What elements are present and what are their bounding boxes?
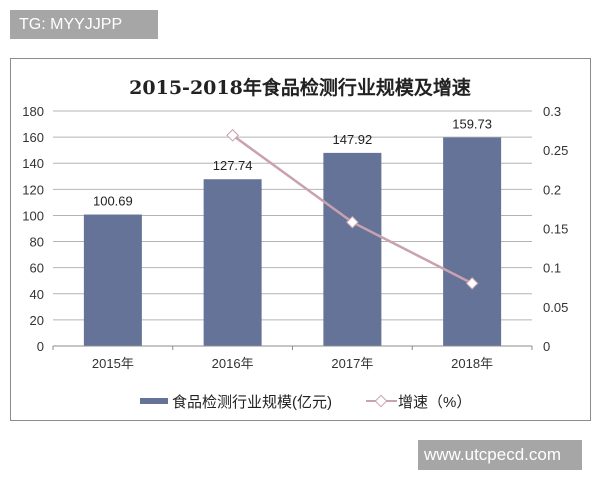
watermark-top: TG: MYYJJPP [10,10,158,39]
left-tick-label: 140 [22,156,44,171]
left-tick-label: 160 [22,130,44,145]
line-series [226,128,479,290]
legend-bar-label: 食品检测行业规模(亿元) [172,394,332,411]
left-tick-label: 0 [37,339,44,354]
right-tick-label: 0.25 [543,143,568,158]
right-tick-label: 0.1 [543,261,561,276]
diamond-marker-icon [226,128,239,142]
right-tick-label: 0.05 [543,300,568,315]
right-axis: 0 0.05 0.1 0.15 0.2 0.25 0.3 [543,104,568,354]
diamond-marker-icon [465,276,479,290]
bar [323,152,382,346]
bar [203,179,262,346]
right-tick-label: 0.15 [543,222,568,237]
right-tick-label: 0.3 [543,104,561,119]
x-tick-label: 2017年 [331,356,373,371]
right-tick-label: 0 [543,339,550,354]
diamond-marker-icon [346,215,359,229]
right-tick-label: 0.2 [543,182,561,197]
left-tick-label: 180 [22,104,44,119]
bar-data-label: 147.92 [332,132,372,147]
left-tick-label: 80 [30,235,44,250]
x-tick-label: 2018年 [451,356,493,371]
chart-title: 2015-2018年食品检测行业规模及增速 [129,76,471,99]
left-tick-label: 60 [30,261,44,276]
x-axis: 2015年 2016年 2017年 2018年 [52,345,533,371]
left-tick-label: 100 [22,208,44,223]
bar-series: 100.69 127.74 147.92 159.73 [83,116,502,346]
legend-line-label: 增速（%） [398,394,471,411]
left-tick-label: 20 [30,313,44,328]
left-axis: 0 20 40 60 80 100 120 140 160 180 [22,104,44,354]
bar-data-label: 159.73 [452,116,492,131]
x-tick-label: 2015年 [92,356,134,371]
watermark-bottom: www.utcpecd.com [418,440,582,470]
bar [443,137,502,346]
legend: 食品检测行业规模(亿元) 增速（%） [140,394,471,411]
bar-data-label: 100.69 [93,194,133,209]
left-tick-label: 40 [30,287,44,302]
x-tick-label: 2016年 [212,356,254,371]
diamond-marker-icon [374,394,388,408]
bar-data-label: 127.74 [213,158,253,173]
left-tick-label: 120 [22,182,44,197]
legend-bar-swatch [140,398,168,404]
bar [83,214,142,346]
